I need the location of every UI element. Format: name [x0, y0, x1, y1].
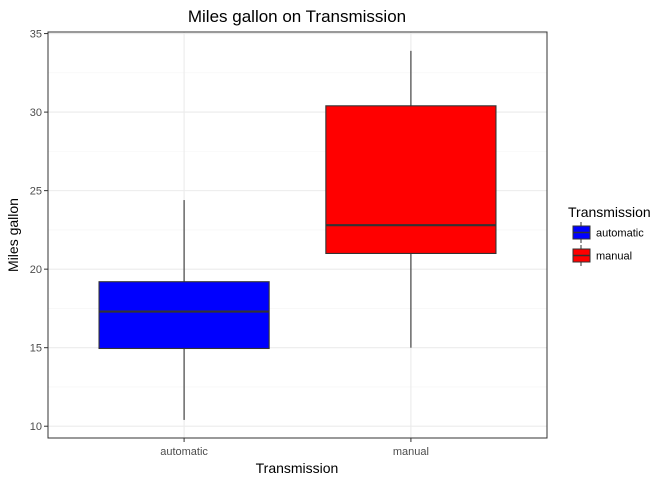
legend: Transmission automatic manual [568, 204, 651, 266]
y-axis: 10 15 20 25 30 35 [30, 29, 48, 433]
legend-label: manual [596, 251, 632, 263]
legend-item-automatic: automatic [572, 222, 644, 243]
legend-item-manual: manual [572, 245, 632, 266]
box-manual [325, 50, 497, 348]
plot-panel [47, 31, 548, 439]
x-tick-label: automatic [160, 446, 208, 458]
box-automatic [98, 200, 270, 420]
y-tick-label: 20 [30, 264, 42, 276]
y-tick-label: 30 [30, 107, 42, 119]
box-body [325, 105, 497, 255]
legend-title: Transmission [568, 204, 651, 220]
x-axis-title: Transmission [256, 460, 339, 476]
legend-label: automatic [596, 228, 644, 240]
chart-title: Miles gallon on Transmission [188, 7, 406, 26]
y-axis-title: Miles gallon [5, 198, 21, 272]
x-tick-label: manual [393, 446, 429, 458]
panel-border [47, 31, 548, 439]
x-axis: automatic manual [160, 438, 429, 458]
y-tick-label: 15 [30, 343, 42, 355]
y-tick-label: 35 [30, 29, 42, 41]
box-layer [98, 50, 497, 420]
legend-items: automatic manual [572, 222, 644, 266]
y-tick-label: 25 [30, 186, 42, 198]
y-tick-label: 10 [30, 421, 42, 433]
box-body [98, 281, 270, 350]
